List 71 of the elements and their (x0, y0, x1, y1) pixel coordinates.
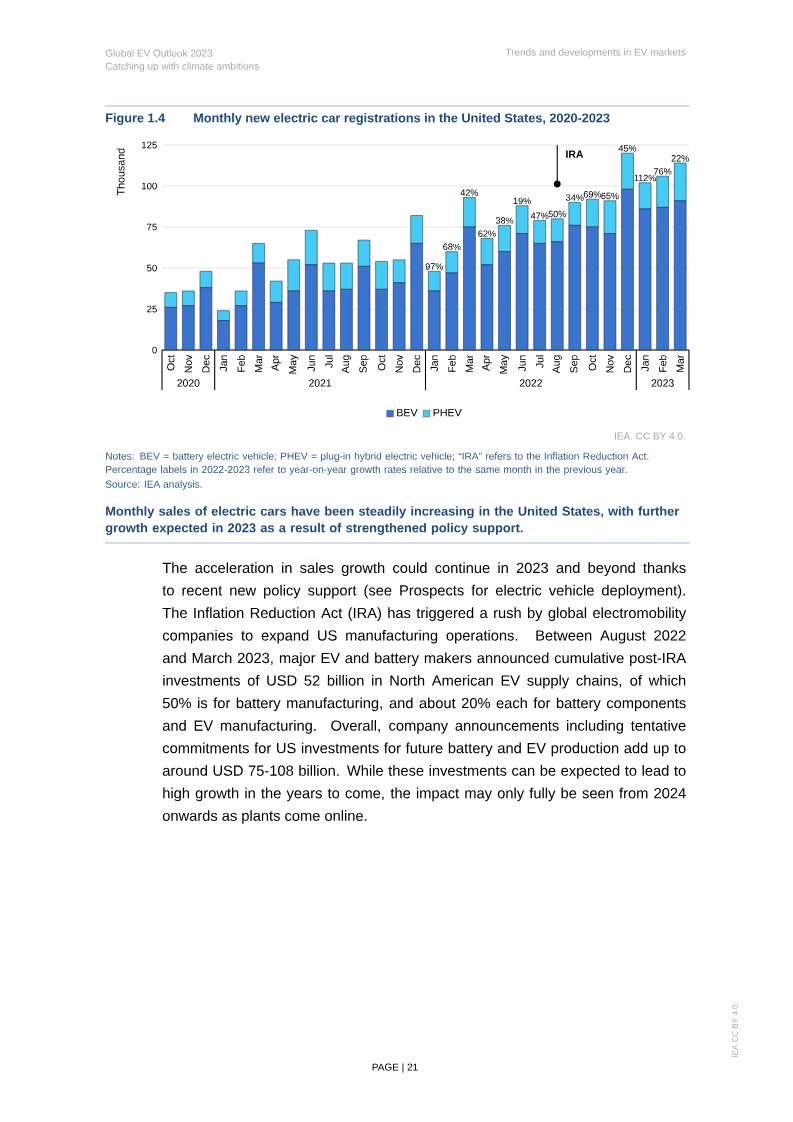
x-tick-label: Nov (184, 354, 192, 373)
text: Monthly sales of electric cars have been steadily increasing in the United States, with further growth expected in 2023 as a result of strengthened policy support. (105, 506, 680, 535)
x-tick-label: Jul (535, 355, 544, 368)
x-tick-label: Sep (359, 355, 369, 373)
text: Global EV Outlook 2023 (105, 49, 213, 57)
x-tick-label: Jun (307, 355, 315, 372)
annotation: 42% (460, 189, 479, 196)
text: Notes: BEV = battery electric vehicle; PHEV = plug-in hybrid electric vehicle; “IRA” refers to the Inflation Reduction Act. Percentage labels in 2022-2023 refer to year-on-year growth rates relative to the same month in the previous year. (106, 452, 649, 476)
caption: Figure 1.4 (106, 113, 166, 125)
y-tick-label: 50 (146, 264, 157, 272)
x-tick-label: Sep (570, 355, 580, 373)
x-tick-label: Oct (377, 354, 386, 371)
annotation: 45% (618, 145, 637, 152)
text: 2023 (651, 379, 674, 387)
annotation: 19% (513, 197, 531, 205)
text: 2020 (177, 379, 200, 387)
x-tick-label: Nov (395, 354, 403, 373)
y-tick-label: 100 (142, 182, 157, 190)
x-tick-label: Jan (219, 355, 228, 372)
x-tick-label: Apr (271, 354, 281, 371)
annotation: 68% (443, 243, 461, 251)
annotation: 22% (671, 155, 689, 162)
x-tick-label: Jan (641, 355, 649, 372)
annotation: IRA (566, 150, 584, 158)
annotation: 34% (566, 194, 584, 201)
x-tick-label: Jul (325, 355, 333, 368)
x-tick-label: Nov (606, 354, 614, 373)
chart-title: Monthly new electric car registrations in the United States, 2020-2023 (194, 113, 610, 125)
x-tick-label: Mar (254, 354, 263, 372)
x-tick-label: Feb (237, 355, 245, 372)
text: IEA CC BY 4.0. (732, 1003, 738, 1057)
annotation: 50% (548, 210, 566, 218)
y-tick-label: 75 (147, 223, 157, 231)
x-tick-label: Apr (482, 354, 492, 371)
text: The acceleration in sales growth could continue in 2023 and beyond thanks to recent new policy support (see Prospects for electric vehicle deployment). The Inflation Reduction Act (IRA) has triggered a rush by global electromobility companies to expand US manufacturing operations. Between August 2022 and March 2023, major EV and battery makers announced cumulative post-IRA investments of USD 52 billion in North American EV supply chains, of which 50% is for battery manufacturing, and about 20% each for battery components and EV manufacturing. Overall, company announcements including tentative commitments for US investments for future battery and EV production add up to around USD 75-108 billion. While these investments can be expected to lead to high growth in the years to come, the impact may only fully be seen from 2024 onwards as plants come online. (162, 562, 687, 824)
text: PAGE | 21 (372, 1063, 418, 1073)
x-tick-label: Jan (430, 355, 438, 372)
x-tick-label: Feb (658, 355, 667, 372)
y-tick-label: 25 (147, 305, 157, 313)
source-note: Source: IEA analysis. (105, 480, 202, 490)
x-tick-label: Dec (413, 355, 421, 373)
annotation: 38% (495, 217, 514, 224)
text: Trends and developments in EV markets (505, 48, 686, 58)
x-tick-label: Jun (518, 355, 526, 372)
x-tick-label: Mar (676, 354, 684, 372)
y-tick-label: 125 (142, 141, 157, 149)
text: 2021 (309, 379, 332, 387)
annotation: 62% (478, 230, 496, 237)
annotation: 76% (654, 168, 672, 175)
text: 2022 (519, 379, 542, 387)
x-tick-label: Oct (167, 354, 175, 371)
annotation: 112% (634, 174, 657, 182)
x-tick-label: Aug (552, 355, 562, 374)
annotation: 65% (601, 192, 619, 200)
x-tick-label: Dec (202, 355, 210, 373)
text: IEA. CC BY 4.0. (614, 432, 685, 440)
text: Catching up with climate ambitions (105, 62, 259, 72)
x-tick-label: Mar (465, 354, 474, 372)
x-tick-label: Aug (341, 355, 352, 374)
x-tick-label: May (289, 354, 299, 374)
legend-label: BEV (397, 408, 418, 417)
x-tick-label: May (499, 354, 510, 374)
x-tick-label: Feb (448, 355, 456, 372)
x-tick-label: Oct (588, 354, 597, 371)
y-tick-label: 0 (152, 346, 157, 354)
y-axis-title: Thousand (116, 148, 125, 196)
legend-label: PHEV (433, 408, 462, 417)
annotation: 69% (583, 191, 602, 198)
annotation: 97% (425, 263, 444, 270)
annotation: 47% (530, 212, 549, 219)
x-tick-label: Dec (623, 355, 632, 373)
